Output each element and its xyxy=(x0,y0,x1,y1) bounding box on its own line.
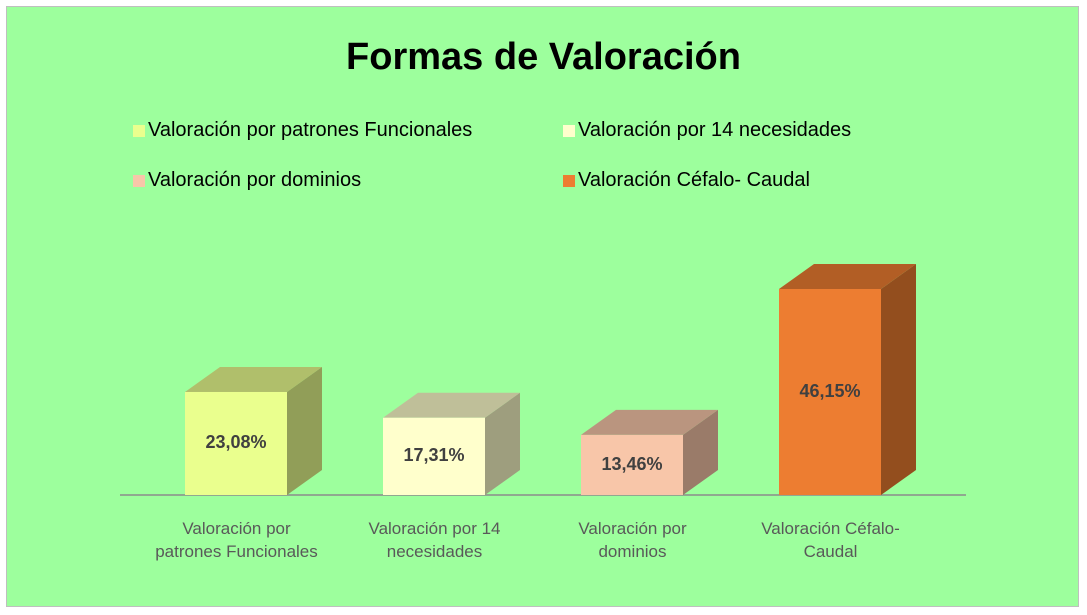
legend-swatch xyxy=(133,125,145,137)
chart-title: Formas de Valoración xyxy=(346,36,741,78)
legend-swatch xyxy=(563,125,575,137)
legend-label: Valoración por patrones Funcionales xyxy=(148,119,473,141)
bar xyxy=(383,417,485,495)
bar-side xyxy=(881,264,916,495)
legend-label: Valoración por dominios xyxy=(148,169,362,191)
bar-side xyxy=(485,392,520,495)
legend-label: Valoración por 14 necesidades xyxy=(578,119,852,141)
legend-swatch xyxy=(133,175,145,187)
bar xyxy=(581,434,683,495)
x-tick-label: Valoración por 14 necesidades xyxy=(368,519,501,561)
legend-label: Valoración Céfalo- Caudal xyxy=(578,169,810,191)
bar-top xyxy=(185,366,322,392)
bar-top xyxy=(779,264,916,289)
bar-side xyxy=(287,366,322,495)
data-label: 46,15% xyxy=(799,381,861,401)
x-tick-label: Valoración Céfalo- Caudal xyxy=(761,519,900,561)
bar-top xyxy=(581,409,718,435)
data-label: 13,46% xyxy=(601,453,663,474)
bar xyxy=(185,391,287,495)
bar-side xyxy=(683,409,718,495)
bar xyxy=(779,289,881,495)
data-label: 23,08% xyxy=(205,432,267,453)
data-label: 17,31% xyxy=(403,445,465,466)
x-tick-label: Valoración por patrones Funcionales xyxy=(155,519,318,561)
x-tick-label: Valoración por dominios xyxy=(578,519,687,561)
bar-top xyxy=(383,392,520,418)
legend-swatch xyxy=(563,175,575,187)
